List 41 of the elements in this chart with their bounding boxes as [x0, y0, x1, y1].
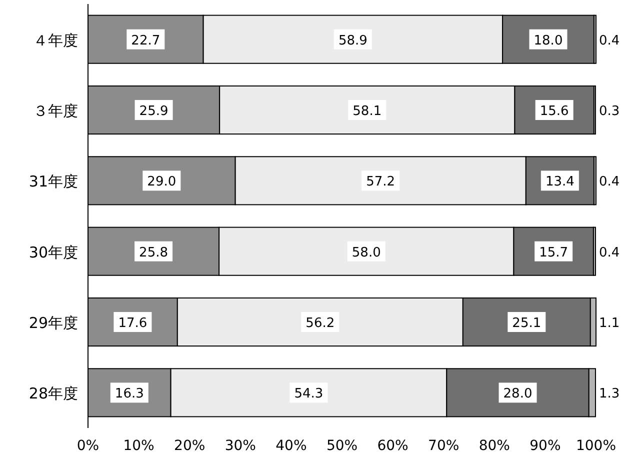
y-tick-label: ４年度	[33, 31, 78, 50]
x-tick-label: 60%	[377, 438, 408, 454]
x-tick-label: 50%	[326, 438, 358, 454]
data-label: 18.0	[534, 33, 563, 48]
x-tick-label: 20%	[174, 438, 206, 454]
x-tick-label: 80%	[478, 438, 510, 454]
data-label: 25.1	[512, 316, 542, 331]
data-label: 15.7	[539, 245, 568, 260]
x-tick-label: 90%	[530, 438, 561, 454]
data-label: 17.6	[118, 316, 148, 331]
data-label: 28.0	[503, 386, 532, 402]
data-label: 0.4	[599, 33, 620, 48]
x-tick-label: 40%	[276, 438, 307, 454]
data-label: 58.1	[352, 104, 382, 119]
x-tick-label: 0%	[76, 438, 100, 454]
data-label: 25.8	[139, 245, 168, 260]
x-tick-label: 30%	[224, 438, 256, 454]
data-label: 54.3	[294, 386, 324, 402]
data-label: 58.9	[338, 33, 368, 48]
data-label: 16.3	[114, 386, 144, 402]
y-tick-label: 31年度	[28, 172, 78, 191]
data-label: 15.6	[540, 104, 569, 119]
y-tick-label: 30年度	[28, 243, 78, 262]
x-tick-label: 10%	[123, 438, 154, 454]
data-label: 1.1	[599, 316, 620, 331]
x-tick-label: 70%	[428, 438, 460, 454]
y-tick-label: 28年度	[28, 384, 78, 403]
data-label: 57.2	[366, 174, 396, 190]
data-label: 29.0	[147, 174, 176, 190]
data-label: 0.4	[599, 174, 620, 190]
data-label: 1.3	[599, 386, 620, 402]
data-label: 0.4	[599, 245, 620, 260]
data-label: 56.2	[306, 316, 335, 331]
y-tick-label: ３年度	[33, 102, 78, 120]
x-tick-label: 100%	[576, 438, 616, 454]
data-label: 0.3	[599, 104, 620, 119]
y-tick-label: 29年度	[28, 314, 78, 332]
data-label: 25.9	[139, 104, 168, 119]
data-label: 13.4	[545, 174, 574, 190]
data-label: 22.7	[131, 33, 160, 48]
data-label: 58.0	[352, 245, 381, 260]
